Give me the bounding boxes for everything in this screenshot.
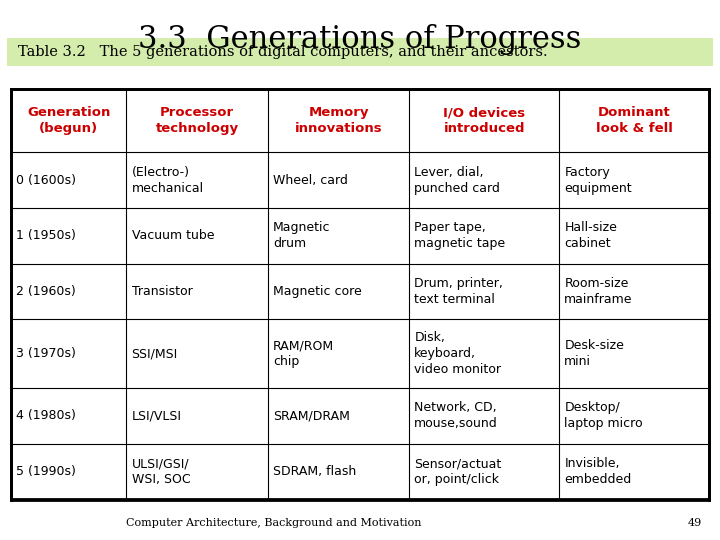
- Text: SDRAM, flash: SDRAM, flash: [273, 465, 356, 478]
- Bar: [11, 89, 709, 500]
- Text: Memory
innovations: Memory innovations: [294, 106, 382, 135]
- Text: Factory
equipment: Factory equipment: [564, 166, 632, 194]
- Text: Paper tape,
magnetic tape: Paper tape, magnetic tape: [414, 221, 505, 251]
- Text: Processor
technology: Processor technology: [156, 106, 239, 135]
- Text: Disk,
keyboard,
video monitor: Disk, keyboard, video monitor: [414, 331, 501, 376]
- Text: 2 (1960s): 2 (1960s): [16, 285, 76, 298]
- Text: ULSI/GSI/
WSI, SOC: ULSI/GSI/ WSI, SOC: [132, 457, 190, 486]
- Text: 0 (1600s): 0 (1600s): [16, 173, 76, 187]
- Text: RAM/ROM
chip: RAM/ROM chip: [273, 339, 334, 368]
- Text: SRAM/DRAM: SRAM/DRAM: [273, 409, 350, 422]
- Text: Magnetic
drum: Magnetic drum: [273, 221, 330, 251]
- Text: 1 (1950s): 1 (1950s): [16, 230, 76, 242]
- Text: Lever, dial,
punched card: Lever, dial, punched card: [414, 166, 500, 194]
- Text: Desktop/
laptop micro: Desktop/ laptop micro: [564, 401, 643, 430]
- Text: 3 (1970s): 3 (1970s): [16, 347, 76, 360]
- Text: Table 3.2   The 5 generations of digital computers, and their ancestors.: Table 3.2 The 5 generations of digital c…: [18, 45, 548, 59]
- Text: Hall-size
cabinet: Hall-size cabinet: [564, 221, 617, 251]
- Text: I/O devices
introduced: I/O devices introduced: [444, 106, 526, 135]
- Text: 5 (1990s): 5 (1990s): [16, 465, 76, 478]
- Text: Drum, printer,
text terminal: Drum, printer, text terminal: [414, 277, 503, 306]
- Text: Desk-size
mini: Desk-size mini: [564, 339, 624, 368]
- Text: 4 (1980s): 4 (1980s): [16, 409, 76, 422]
- Text: Wheel, card: Wheel, card: [273, 173, 348, 187]
- Text: (Electro-)
mechanical: (Electro-) mechanical: [132, 166, 204, 194]
- Text: Vacuum tube: Vacuum tube: [132, 230, 214, 242]
- Text: Generation
(begun): Generation (begun): [27, 106, 110, 135]
- Text: Dominant
look & fell: Dominant look & fell: [595, 106, 672, 135]
- Text: Magnetic core: Magnetic core: [273, 285, 361, 298]
- Bar: [7, 38, 713, 66]
- Text: Network, CD,
mouse,sound: Network, CD, mouse,sound: [414, 401, 498, 430]
- Text: Invisible,
embedded: Invisible, embedded: [564, 457, 631, 486]
- Text: 49: 49: [688, 518, 702, 528]
- Text: Room-size
mainframe: Room-size mainframe: [564, 277, 633, 306]
- Text: Computer Architecture, Background and Motivation: Computer Architecture, Background and Mo…: [126, 518, 421, 528]
- Text: Transistor: Transistor: [132, 285, 192, 298]
- Text: Sensor/actuat
or, point/click: Sensor/actuat or, point/click: [414, 457, 502, 486]
- Text: 3.3  Generations of Progress: 3.3 Generations of Progress: [138, 24, 582, 55]
- Text: SSI/MSI: SSI/MSI: [132, 347, 178, 360]
- Text: LSI/VLSI: LSI/VLSI: [132, 409, 181, 422]
